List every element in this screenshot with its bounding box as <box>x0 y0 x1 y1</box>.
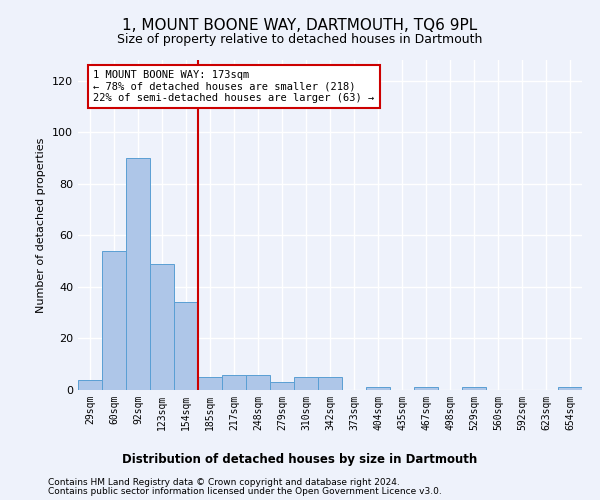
Bar <box>414 388 438 390</box>
Bar <box>78 380 102 390</box>
Text: Size of property relative to detached houses in Dartmouth: Size of property relative to detached ho… <box>118 32 482 46</box>
Bar <box>102 251 126 390</box>
Text: 1, MOUNT BOONE WAY, DARTMOUTH, TQ6 9PL: 1, MOUNT BOONE WAY, DARTMOUTH, TQ6 9PL <box>122 18 478 32</box>
Bar <box>174 302 198 390</box>
Bar <box>126 158 150 390</box>
Text: Distribution of detached houses by size in Dartmouth: Distribution of detached houses by size … <box>122 452 478 466</box>
Bar <box>318 377 342 390</box>
Y-axis label: Number of detached properties: Number of detached properties <box>37 138 46 312</box>
Bar <box>558 388 582 390</box>
Bar <box>270 382 294 390</box>
Bar <box>222 374 246 390</box>
Text: Contains HM Land Registry data © Crown copyright and database right 2024.: Contains HM Land Registry data © Crown c… <box>48 478 400 487</box>
Text: Contains public sector information licensed under the Open Government Licence v3: Contains public sector information licen… <box>48 486 442 496</box>
Bar <box>150 264 174 390</box>
Bar <box>246 374 270 390</box>
Bar <box>294 377 318 390</box>
Bar <box>366 388 390 390</box>
Text: 1 MOUNT BOONE WAY: 173sqm
← 78% of detached houses are smaller (218)
22% of semi: 1 MOUNT BOONE WAY: 173sqm ← 78% of detac… <box>93 70 374 103</box>
Bar <box>462 388 486 390</box>
Bar <box>198 377 222 390</box>
